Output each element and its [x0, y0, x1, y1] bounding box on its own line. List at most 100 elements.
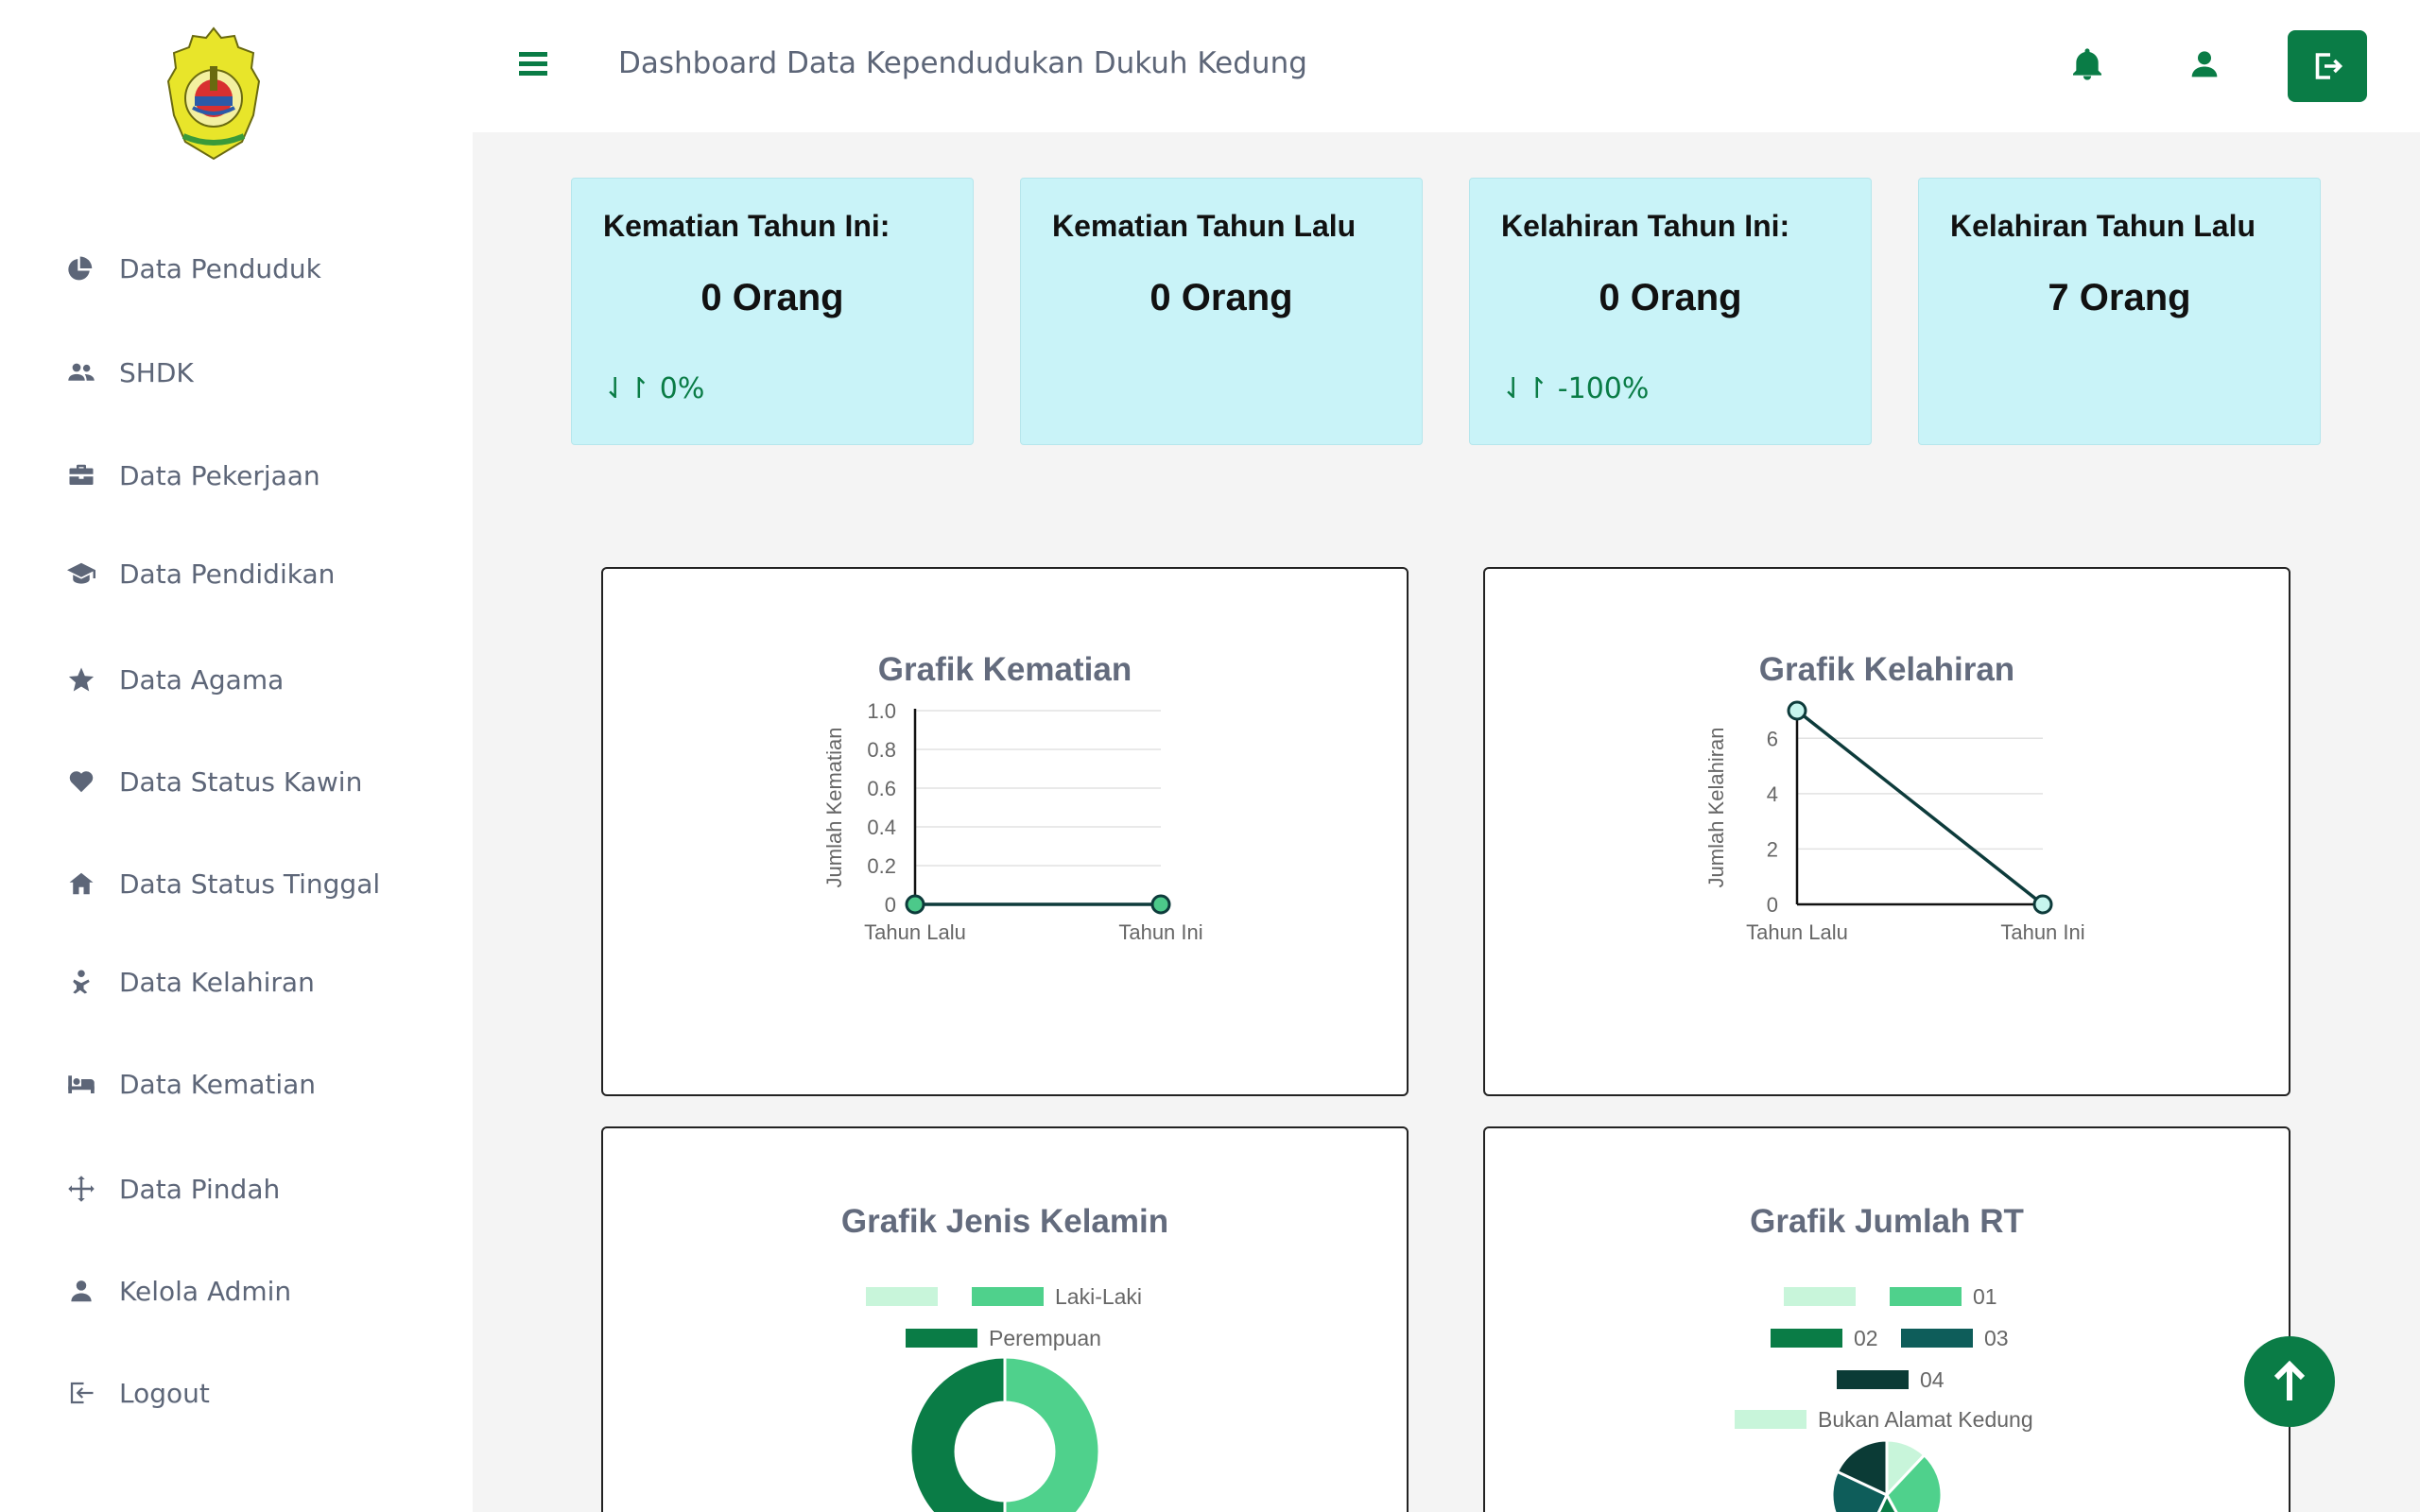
- sidebar-item-data-penduduk[interactable]: Data Penduduk: [62, 240, 459, 297]
- legend-label: 02: [1854, 1326, 1878, 1350]
- y-axis-label: Jumlah Kematian: [822, 728, 846, 888]
- sidebar-item-shdk[interactable]: SHDK: [62, 344, 459, 401]
- y-tick-label: 0.8: [867, 738, 896, 762]
- logout-icon: [62, 1374, 100, 1412]
- x-tick-label: Tahun Lalu: [864, 920, 966, 944]
- legend-swatch: [972, 1287, 1044, 1306]
- stat-value: 0 Orang: [700, 277, 844, 318]
- sidebar-item-label: SHDK: [119, 356, 194, 388]
- stat-change: ⇃↾ 0%: [603, 372, 705, 405]
- pie-chart: Grafik Jumlah RT 01 02 03 04 Bukan Alamat Ked…: [1735, 1203, 2033, 1512]
- pie-slice: [1876, 1491, 1898, 1512]
- sidebar-item-logout[interactable]: Logout: [62, 1365, 459, 1421]
- data-point: [2032, 894, 2053, 915]
- legend-swatch: [1784, 1287, 1856, 1306]
- sidebar-item-data-kelahiran[interactable]: Data Kelahiran: [62, 954, 459, 1010]
- y-tick-label: 2: [1767, 837, 1778, 861]
- arrows-move-icon: [62, 1170, 100, 1208]
- series-line: [1795, 709, 2045, 906]
- logout-button[interactable]: [2288, 30, 2367, 102]
- sidebar-item-label: Data Pendidikan: [119, 558, 336, 590]
- sidebar-item-data-pekerjaan[interactable]: Data Pekerjaan: [62, 447, 459, 504]
- user-icon: [62, 1272, 100, 1310]
- stat-label: Kematian Tahun Lalu: [1052, 209, 1357, 243]
- stat-label: Kelahiran Tahun Ini:: [1501, 209, 1790, 243]
- bell-icon[interactable]: [2068, 45, 2106, 87]
- legend-label: Perempuan: [989, 1326, 1101, 1350]
- legend-swatch: [1771, 1329, 1842, 1348]
- star-icon: [62, 661, 100, 698]
- user-icon[interactable]: [2186, 45, 2223, 87]
- stat-card-kematian-tahun-ini: Kematian Tahun Ini: 0 Orang ⇃↾ 0%: [571, 178, 974, 445]
- graduation-cap-icon: [62, 555, 100, 593]
- y-tick-label: 0: [885, 893, 896, 917]
- chart-card-jenis-kelamin: Grafik Jenis Kelamin Laki-Laki Perempuan: [601, 1126, 1409, 1512]
- y-axis-label: Jumlah Kelahiran: [1704, 728, 1728, 888]
- page-title: Dashboard Data Kependudukan Dukuh Kedung: [618, 46, 1307, 80]
- legend-swatch: [1735, 1410, 1806, 1429]
- sidebar-item-label: Data Pekerjaan: [119, 459, 320, 491]
- sidebar-item-label: Data Kematian: [119, 1068, 317, 1100]
- home-icon: [62, 865, 100, 902]
- legend-swatch: [866, 1287, 938, 1306]
- stat-value: 7 Orang: [2048, 277, 2191, 318]
- sidebar-item-label: Data Pindah: [119, 1173, 281, 1205]
- sidebar-item-data-status-tinggal[interactable]: Data Status Tinggal: [62, 855, 459, 912]
- sidebar-item-data-pendidikan[interactable]: Data Pendidikan: [62, 545, 459, 602]
- legend-label: Laki-Laki: [1055, 1284, 1142, 1309]
- sidebar-item-data-status-kawin[interactable]: Data Status Kawin: [62, 753, 459, 810]
- x-tick-label: Tahun Ini: [1118, 920, 1202, 944]
- sidebar-item-label: Data Kelahiran: [119, 966, 315, 998]
- pie-slice: [908, 1355, 1007, 1512]
- sidebar-item-label: Data Agama: [119, 663, 285, 696]
- scroll-to-top-button[interactable]: [2244, 1336, 2335, 1427]
- chart-card-jumlah-rt: Grafik Jumlah RT 01 02 03 04 Bukan Alamat Ked…: [1483, 1126, 2290, 1512]
- sidebar-item-label: Data Penduduk: [119, 252, 321, 284]
- line-chart: Grafik Kelahiran Jumlah Kelahiran 0 2 4 6 Tahu…: [1704, 651, 2085, 944]
- y-tick-label: 4: [1767, 782, 1778, 806]
- sidebar-item-data-kematian[interactable]: Data Kematian: [62, 1056, 459, 1112]
- legend-swatch: [906, 1329, 977, 1348]
- hamburger-menu-icon[interactable]: [514, 47, 552, 85]
- stat-value: 0 Orang: [1150, 277, 1293, 318]
- sidebar-item-label: Data Status Kawin: [119, 765, 363, 798]
- data-point: [1787, 700, 1807, 721]
- legend-label: 04: [1920, 1367, 1945, 1392]
- pie-slice: [1835, 1438, 1889, 1498]
- pie-slice: [1885, 1452, 1944, 1512]
- sidebar-item-label: Kelola Admin: [119, 1275, 292, 1307]
- pie-chart-icon: [62, 249, 100, 287]
- y-tick-label: 0.4: [867, 816, 896, 839]
- y-tick-label: 1.0: [867, 699, 896, 723]
- stat-card-kematian-tahun-lalu: Kematian Tahun Lalu 0 Orang: [1020, 178, 1423, 445]
- x-tick-label: Tahun Ini: [2000, 920, 2084, 944]
- logout-icon: [2315, 53, 2343, 79]
- sidebar-item-data-agama[interactable]: Data Agama: [62, 651, 459, 708]
- sidebar-item-data-pindah[interactable]: Data Pindah: [62, 1160, 459, 1217]
- legend-label: 01: [1973, 1284, 1997, 1309]
- top-bar: Dashboard Data Kependudukan Dukuh Kedung: [473, 0, 2420, 132]
- sidebar: Data Penduduk SHDK Data Pekerjaan Data Pend…: [0, 0, 473, 1512]
- legend-swatch: [1837, 1370, 1909, 1389]
- chart-title: Grafik Jumlah RT: [1750, 1203, 2024, 1240]
- data-point: [905, 894, 925, 915]
- chart-title: Grafik Kematian: [878, 651, 1132, 688]
- stat-value: 0 Orang: [1599, 277, 1742, 318]
- pie-chart: Grafik Jenis Kelamin Laki-Laki Perempuan: [841, 1203, 1168, 1512]
- sidebar-item-kelola-admin[interactable]: Kelola Admin: [62, 1263, 459, 1319]
- stat-label: Kematian Tahun Ini:: [603, 209, 890, 243]
- legend-swatch: [1901, 1329, 1973, 1348]
- x-tick-label: Tahun Lalu: [1746, 920, 1848, 944]
- sidebar-item-label: Data Status Tinggal: [119, 868, 381, 900]
- briefcase-icon: [62, 456, 100, 494]
- stat-card-kelahiran-tahun-lalu: Kelahiran Tahun Lalu 7 Orang: [1918, 178, 2321, 445]
- users-icon: [62, 353, 100, 391]
- chart-card-kelahiran: Grafik Kelahiran Jumlah Kelahiran 0 2 4 6 Tahu…: [1483, 567, 2290, 1096]
- data-point: [1150, 894, 1171, 915]
- regency-logo[interactable]: [166, 25, 261, 163]
- legend-swatch: [1890, 1287, 1962, 1306]
- legend-label: Bukan Alamat Kedung: [1818, 1407, 2033, 1432]
- stat-change: ⇃↾ -100%: [1501, 372, 1650, 405]
- stat-card-kelahiran-tahun-ini: Kelahiran Tahun Ini: 0 Orang ⇃↾ -100%: [1469, 178, 1872, 445]
- legend-label: 03: [1984, 1326, 2009, 1350]
